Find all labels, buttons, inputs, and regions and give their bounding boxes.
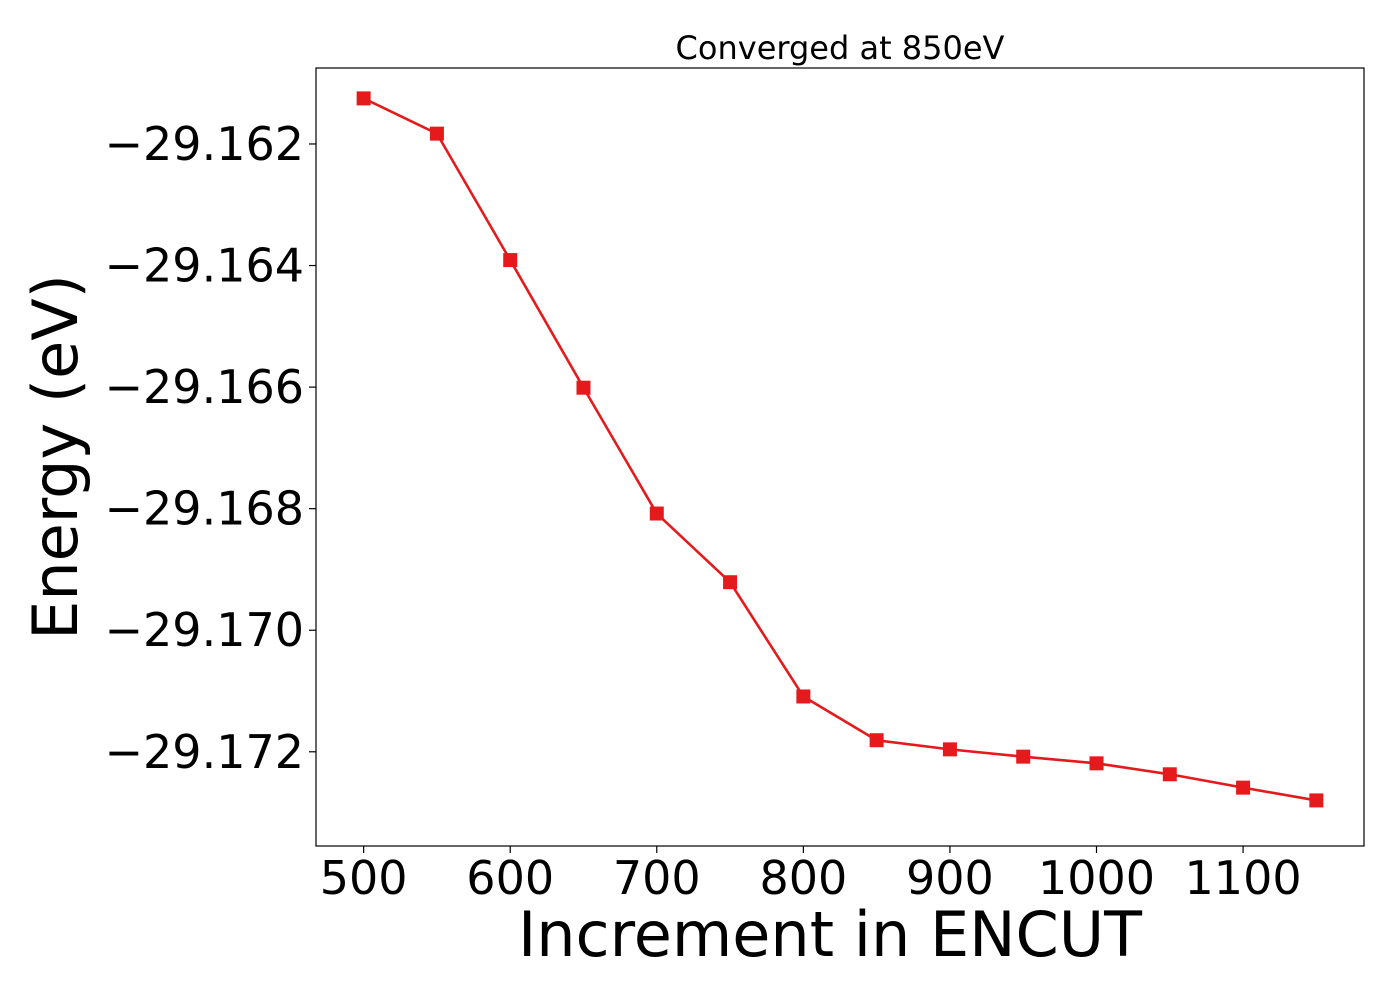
y-tick-label: −29.166 [105, 360, 305, 414]
y-tick-label: −29.164 [105, 239, 305, 293]
data-point-marker [942, 742, 957, 757]
series-line [363, 97, 1317, 802]
x-axis-label: Increment in ENCUT [518, 898, 1143, 971]
data-point-marker [1309, 793, 1324, 808]
data-point-marker [1162, 767, 1177, 782]
y-axis-ticks: −29.162 −29.164 −29.166 −29.168 −29.170 −29.1… [105, 117, 316, 779]
x-axis-ticks: 500 600 700 800 900 1000 1100 [320, 846, 1302, 905]
data-point-marker [723, 575, 738, 590]
x-tick-label: 500 [320, 851, 408, 905]
y-tick-label: −29.172 [105, 725, 305, 779]
data-point-marker [796, 689, 811, 704]
data-point-marker [503, 253, 518, 268]
data-point-marker [1089, 756, 1104, 771]
x-tick-label: 900 [906, 851, 994, 905]
data-point-marker [1016, 749, 1031, 764]
y-tick-label: −29.168 [105, 482, 305, 536]
data-point-marker [356, 91, 371, 106]
y-tick-label: −29.170 [105, 603, 305, 657]
data-point-marker [429, 126, 444, 141]
data-point-marker [576, 380, 591, 395]
y-axis-label: Energy (eV) [19, 274, 92, 640]
data-point-marker [1236, 780, 1251, 795]
chart-title: Converged at 850eV [676, 29, 1005, 67]
x-tick-label: 600 [466, 851, 554, 905]
data-point-marker [869, 733, 884, 748]
data-point-marker [649, 506, 664, 521]
y-tick-label: −29.162 [105, 117, 305, 171]
x-tick-label: 700 [613, 851, 701, 905]
plot-area-frame [315, 67, 1365, 847]
x-tick-label: 800 [759, 851, 847, 905]
x-tick-label: 1100 [1185, 851, 1302, 905]
series-layer [356, 91, 1324, 808]
x-tick-label: 1000 [1038, 851, 1155, 905]
